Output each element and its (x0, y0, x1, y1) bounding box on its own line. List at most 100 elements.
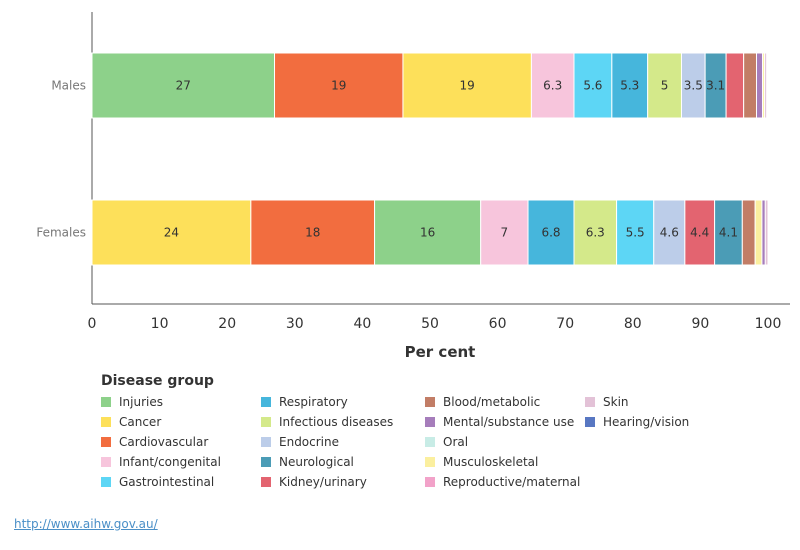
bar-segment-females-skin[interactable] (764, 199, 769, 266)
bar-segment-males-respiratory[interactable] (611, 52, 649, 119)
legend-swatch-injuries (101, 397, 111, 407)
bar-segment-females-respiratory[interactable] (527, 199, 575, 266)
legend-item-infectious-diseases[interactable]: Infectious diseases (261, 415, 393, 429)
legend-item-hearing-vision[interactable]: Hearing/vision (585, 415, 689, 429)
legend-label-reproductive-maternal: Reproductive/maternal (443, 475, 581, 489)
data-label-males-respiratory: 5.3 (620, 79, 639, 93)
x-axis-title: Per cent (405, 343, 476, 361)
legend-item-skin[interactable]: Skin (585, 395, 629, 409)
legend-item-cardiovascular[interactable]: Cardiovascular (101, 435, 208, 449)
legend-item-mental-substance-use[interactable]: Mental/substance use (425, 415, 574, 429)
bar-segment-females-cancer[interactable] (91, 199, 252, 266)
legend-swatch-blood-metabolic (425, 397, 435, 407)
legend-swatch-kidney-urinary (261, 477, 271, 487)
legend-label-mental-substance-use: Mental/substance use (443, 415, 575, 429)
legend-item-cancer[interactable]: Cancer (101, 415, 161, 429)
data-label-males-endocrine: 3.5 (684, 79, 703, 93)
legend-label-infant-congenital: Infant/congenital (119, 455, 221, 469)
legend-label-injuries: Injuries (119, 395, 163, 409)
data-label-males-infectious-diseases: 5 (661, 79, 669, 93)
source-link[interactable]: http://www.aihw.gov.au/ (14, 517, 158, 531)
x-tick-label-100: 100 (755, 316, 782, 332)
bar-segment-males-kidney-urinary[interactable] (725, 52, 745, 119)
legend-swatch-oral (425, 437, 435, 447)
x-tick-label-70: 70 (556, 316, 574, 332)
bar-segment-females-blood-metabolic[interactable] (741, 199, 756, 266)
data-label-males-gastrointestinal: 5.6 (583, 79, 602, 93)
bar-segment-males-skin[interactable] (764, 52, 768, 119)
legend-label-cardiovascular: Cardiovascular (119, 435, 209, 449)
data-label-females-cancer: 24 (164, 226, 179, 240)
legend-item-endocrine[interactable]: Endocrine (261, 435, 339, 449)
legend-item-gastrointestinal[interactable]: Gastrointestinal (101, 475, 214, 489)
legend-swatch-gastrointestinal (101, 477, 111, 487)
data-label-females-injuries: 16 (420, 226, 435, 240)
legend-swatch-endocrine (261, 437, 271, 447)
bar-segment-males-mental-substance-use[interactable] (756, 52, 764, 119)
legend-item-reproductive-maternal[interactable]: Reproductive/maternal (425, 475, 580, 489)
data-label-females-cardiovascular: 18 (305, 226, 320, 240)
bar-segment-females-infant-congenital[interactable] (480, 199, 529, 266)
legend-swatch-cancer (101, 417, 111, 427)
legend-item-oral[interactable]: Oral (425, 435, 468, 449)
data-label-females-infectious-diseases: 6.3 (586, 226, 605, 240)
legend-swatch-cardiovascular (101, 437, 111, 447)
legend-item-neurological[interactable]: Neurological (261, 455, 354, 469)
legend-label-hearing-vision: Hearing/vision (603, 415, 690, 429)
category-label-females: Females (36, 226, 86, 240)
bar-segment-females-kidney-urinary[interactable] (684, 199, 716, 266)
data-label-females-respiratory: 6.8 (541, 226, 560, 240)
legend-label-blood-metabolic: Blood/metabolic (443, 395, 541, 409)
data-label-males-cardiovascular: 19 (331, 79, 346, 93)
bar-segment-females-mental-substance-use[interactable] (761, 199, 766, 266)
legend: Injuries Cancer Cardiovascular Infant/conge… (101, 395, 741, 495)
legend-label-infectious-diseases: Infectious diseases (279, 415, 394, 429)
x-tick-label-10: 10 (151, 316, 169, 332)
x-tick-label-90: 90 (691, 316, 709, 332)
x-tick-label-40: 40 (353, 316, 371, 332)
legend-swatch-skin (585, 397, 595, 407)
legend-item-kidney-urinary[interactable]: Kidney/urinary (261, 475, 367, 489)
legend-item-infant-congenital[interactable]: Infant/congenital (101, 455, 221, 469)
legend-swatch-mental-substance-use (425, 417, 435, 427)
data-label-females-endocrine: 4.6 (660, 226, 679, 240)
legend-label-musculoskeletal: Musculoskeletal (443, 455, 539, 469)
legend-item-musculoskeletal[interactable]: Musculoskeletal (425, 455, 538, 469)
data-label-females-gastrointestinal: 5.5 (626, 226, 645, 240)
legend-swatch-musculoskeletal (425, 457, 435, 467)
data-label-males-neurological: 3.1 (706, 79, 725, 93)
bar-segment-females-cardiovascular[interactable] (250, 199, 376, 266)
x-tick-label-60: 60 (489, 316, 507, 332)
bar-segment-males-cancer[interactable] (402, 52, 532, 119)
x-tick-label-20: 20 (218, 316, 236, 332)
x-tick-label-30: 30 (286, 316, 304, 332)
bar-segment-females-gastrointestinal[interactable] (616, 199, 655, 266)
legend-item-injuries[interactable]: Injuries (101, 395, 163, 409)
legend-swatch-infant-congenital (101, 457, 111, 467)
category-label-males: Males (51, 79, 86, 93)
data-label-females-neurological: 4.1 (719, 226, 738, 240)
bar-segment-females-injuries[interactable] (374, 199, 482, 266)
bar-segment-males-cardiovascular[interactable] (274, 52, 404, 119)
bar-segment-females-musculoskeletal[interactable] (754, 199, 763, 266)
bar-segment-males-blood-metabolic[interactable] (743, 52, 758, 119)
legend-item-blood-metabolic[interactable]: Blood/metabolic (425, 395, 540, 409)
data-label-females-kidney-urinary: 4.4 (690, 226, 709, 240)
legend-title: Disease group (101, 373, 214, 389)
bar-segment-males-infectious-diseases[interactable] (647, 52, 682, 119)
legend-label-respiratory: Respiratory (279, 395, 348, 409)
legend-label-skin: Skin (603, 395, 629, 409)
bar-segment-females-infectious-diseases[interactable] (573, 199, 618, 266)
bar-segment-males-infant-congenital[interactable] (530, 52, 575, 119)
legend-swatch-infectious-diseases (261, 417, 271, 427)
bar-segment-females-neurological[interactable] (714, 199, 743, 266)
x-tick-label-80: 80 (624, 316, 642, 332)
legend-swatch-respiratory (261, 397, 271, 407)
legend-swatch-hearing-vision (585, 417, 595, 427)
legend-item-respiratory[interactable]: Respiratory (261, 395, 348, 409)
data-label-males-infant-congenital: 6.3 (543, 79, 562, 93)
stacked-bar-chart: 27 19 19 6.3 5.6 5.3 5 3.5 3.1 Males 24 18 16 7 6.8 6.3… (36, 12, 790, 361)
bar-segment-females-endocrine[interactable] (653, 199, 686, 266)
bar-segment-males-injuries[interactable] (91, 52, 276, 119)
legend-label-cancer: Cancer (119, 415, 162, 429)
